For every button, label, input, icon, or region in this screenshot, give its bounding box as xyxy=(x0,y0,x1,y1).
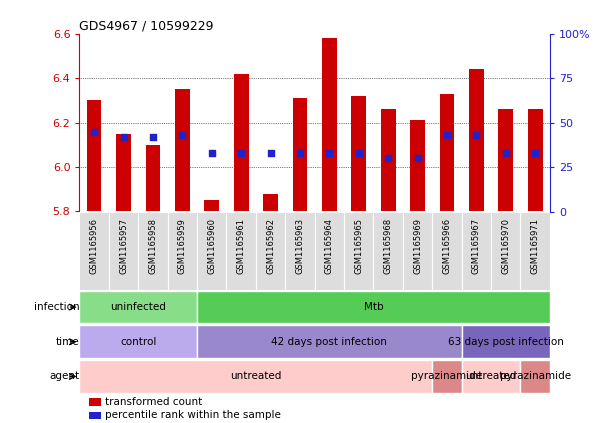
Bar xyxy=(197,212,227,290)
Point xyxy=(266,149,276,156)
Point xyxy=(236,149,246,156)
Text: GSM1165963: GSM1165963 xyxy=(296,218,304,274)
Bar xyxy=(89,398,101,406)
Bar xyxy=(116,134,131,212)
Bar xyxy=(521,360,550,393)
Bar xyxy=(89,412,101,419)
Bar xyxy=(373,212,403,290)
Bar xyxy=(351,96,366,212)
Bar xyxy=(87,101,101,212)
Text: GSM1165970: GSM1165970 xyxy=(501,218,510,274)
Bar xyxy=(145,145,160,212)
Text: GSM1165961: GSM1165961 xyxy=(236,218,246,274)
Bar xyxy=(227,212,256,290)
Bar xyxy=(433,360,462,393)
Bar xyxy=(469,69,484,212)
Bar xyxy=(167,212,197,290)
Bar xyxy=(205,201,219,212)
Bar xyxy=(197,325,462,358)
Text: 63 days post infection: 63 days post infection xyxy=(448,337,564,347)
Text: GSM1165966: GSM1165966 xyxy=(442,218,452,274)
Text: GSM1165971: GSM1165971 xyxy=(531,218,540,274)
Bar xyxy=(285,212,315,290)
Bar xyxy=(138,212,167,290)
Bar xyxy=(315,212,344,290)
Point xyxy=(383,155,393,162)
Bar xyxy=(403,212,433,290)
Bar xyxy=(322,38,337,212)
Point xyxy=(119,134,128,140)
Text: pyrazinamide: pyrazinamide xyxy=(411,371,483,382)
Text: percentile rank within the sample: percentile rank within the sample xyxy=(105,410,281,420)
Bar xyxy=(79,360,433,393)
Text: agent: agent xyxy=(49,371,79,382)
Bar xyxy=(440,94,455,212)
Text: GSM1165957: GSM1165957 xyxy=(119,218,128,274)
Bar xyxy=(79,325,197,358)
Text: infection: infection xyxy=(34,302,79,312)
Point xyxy=(442,132,452,138)
Text: GSM1165962: GSM1165962 xyxy=(266,218,275,274)
Text: 42 days post infection: 42 days post infection xyxy=(271,337,387,347)
Point xyxy=(324,149,334,156)
Point xyxy=(177,132,187,138)
Text: GSM1165968: GSM1165968 xyxy=(384,218,393,274)
Bar xyxy=(491,212,521,290)
Text: transformed count: transformed count xyxy=(105,397,203,407)
Text: pyrazinamide: pyrazinamide xyxy=(500,371,571,382)
Text: GSM1165956: GSM1165956 xyxy=(90,218,98,274)
Text: control: control xyxy=(120,337,156,347)
Bar xyxy=(197,291,550,324)
Point xyxy=(295,149,305,156)
Text: uninfected: uninfected xyxy=(111,302,166,312)
Bar xyxy=(263,194,278,212)
Text: Mtb: Mtb xyxy=(364,302,383,312)
Point xyxy=(412,155,422,162)
Bar xyxy=(293,98,307,212)
Bar xyxy=(234,74,249,212)
Bar xyxy=(79,291,197,324)
Bar xyxy=(175,89,189,212)
Point xyxy=(89,128,99,135)
Bar xyxy=(79,212,109,290)
Bar xyxy=(109,212,138,290)
Bar xyxy=(521,212,550,290)
Text: GSM1165969: GSM1165969 xyxy=(413,218,422,274)
Bar xyxy=(462,325,550,358)
Bar xyxy=(410,121,425,212)
Bar xyxy=(528,110,543,212)
Point xyxy=(530,149,540,156)
Text: GSM1165964: GSM1165964 xyxy=(325,218,334,274)
Text: GDS4967 / 10599229: GDS4967 / 10599229 xyxy=(79,20,214,33)
Text: GSM1165958: GSM1165958 xyxy=(148,218,158,274)
Text: GSM1165967: GSM1165967 xyxy=(472,218,481,274)
Point xyxy=(354,149,364,156)
Text: untreated: untreated xyxy=(230,371,282,382)
Bar xyxy=(344,212,373,290)
Point xyxy=(207,149,217,156)
Bar xyxy=(462,212,491,290)
Bar xyxy=(433,212,462,290)
Point xyxy=(472,132,481,138)
Text: untreated: untreated xyxy=(466,371,517,382)
Point xyxy=(501,149,511,156)
Bar xyxy=(462,360,521,393)
Point xyxy=(148,134,158,140)
Bar xyxy=(499,110,513,212)
Text: GSM1165960: GSM1165960 xyxy=(207,218,216,274)
Text: GSM1165965: GSM1165965 xyxy=(354,218,364,274)
Bar xyxy=(256,212,285,290)
Text: time: time xyxy=(56,337,79,347)
Text: GSM1165959: GSM1165959 xyxy=(178,218,187,274)
Bar xyxy=(381,110,395,212)
